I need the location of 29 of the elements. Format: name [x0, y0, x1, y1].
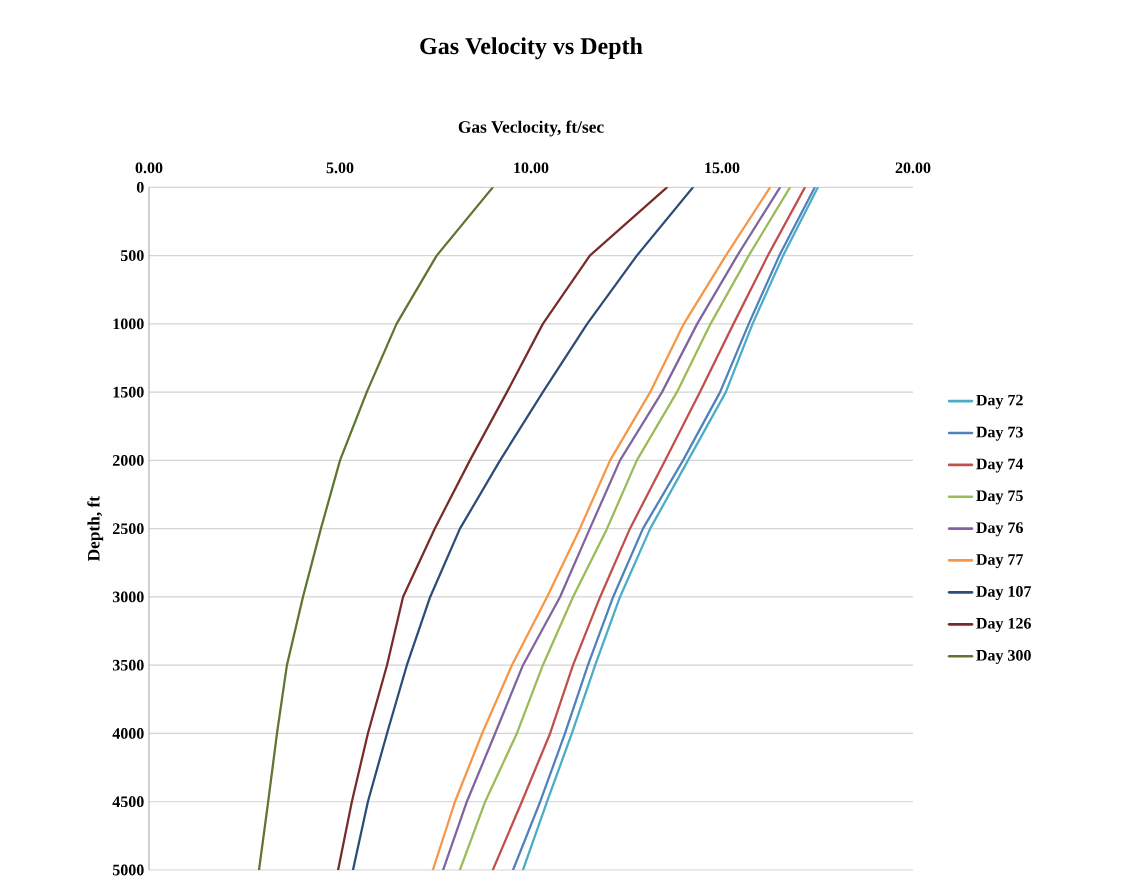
y-tick-label: 1000 [113, 318, 144, 330]
legend-label: Day 300 [976, 649, 1031, 665]
legend-label: Day 107 [976, 586, 1032, 601]
x-tick-label: 15.00 [705, 162, 740, 174]
y-tick-label: 4000 [112, 728, 144, 739]
x-tick-label: 5.00 [326, 162, 354, 174]
legend-label: Day 77 [976, 554, 1024, 569]
y-tick-label: 2500 [112, 523, 144, 535]
chart-title: Gas Velocity vs Depth [420, 37, 643, 60]
y-tick-label: 4500 [112, 796, 144, 808]
legend-label: Day 76 [976, 522, 1023, 537]
legend-label: Day 73 [976, 426, 1023, 441]
x-axis-title: Gas Veclocity, ft/sec [458, 120, 604, 137]
x-tick-label: 20.00 [895, 162, 931, 174]
y-tick-label: 0 [136, 181, 144, 193]
line-series [257, 187, 494, 870]
y-tick-label: 5000 [112, 864, 144, 876]
legend-label: Day 126 [976, 617, 1031, 633]
legend-label: Day 74 [976, 458, 1024, 473]
legend-label: Day 72 [976, 394, 1023, 409]
y-tick-label: 2000 [112, 455, 144, 466]
x-tick-label: 0.00 [135, 162, 163, 174]
legend-label: Day 75 [976, 490, 1023, 505]
y-tick-label: 3500 [112, 659, 144, 671]
y-tick-label: 3000 [112, 591, 144, 603]
y-tick-label: 500 [120, 250, 144, 261]
y-tick-label: 1500 [113, 386, 144, 398]
y-axis-title: Depth, ft [87, 496, 104, 562]
x-tick-label: 10.00 [514, 162, 549, 174]
